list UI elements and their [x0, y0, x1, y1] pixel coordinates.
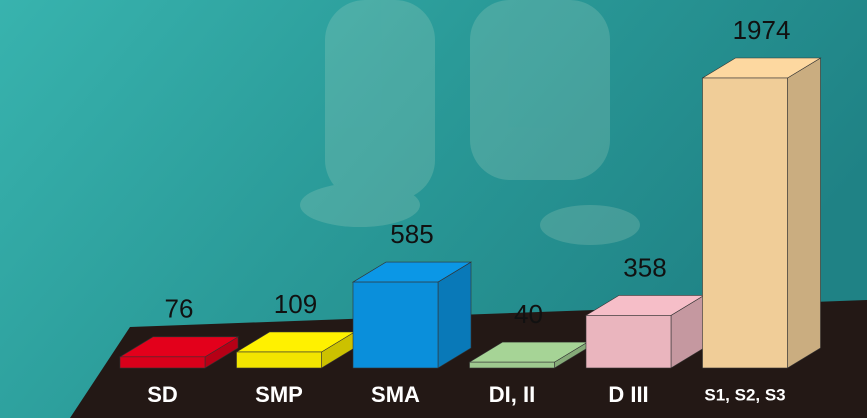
- x-tick-label: SMP: [255, 382, 303, 407]
- bar: [469, 361, 555, 369]
- x-tick-label: S1, S2, S3: [704, 385, 785, 404]
- x-tick-label: D III: [608, 382, 648, 407]
- x-tick-label: SD: [147, 382, 178, 407]
- bar: [585, 315, 672, 369]
- value-label: 76: [165, 294, 194, 324]
- bar: [119, 356, 206, 369]
- bar: [352, 281, 439, 369]
- value-label: 358: [623, 252, 666, 282]
- bar: [702, 77, 788, 369]
- bars: 76 SD 109 SMP 585 SMA 40 DI, II 358 D III 1974 S1, …: [118, 15, 822, 407]
- value-label: 585: [390, 219, 433, 249]
- value-label: 109: [274, 289, 317, 319]
- bar: [236, 351, 322, 369]
- x-tick-label: DI, II: [489, 382, 535, 407]
- background-figures: [300, 0, 640, 245]
- value-label: 40: [514, 299, 543, 329]
- bar-side: [787, 57, 821, 369]
- x-tick-label: SMA: [371, 382, 420, 407]
- value-label: 1974: [733, 15, 791, 45]
